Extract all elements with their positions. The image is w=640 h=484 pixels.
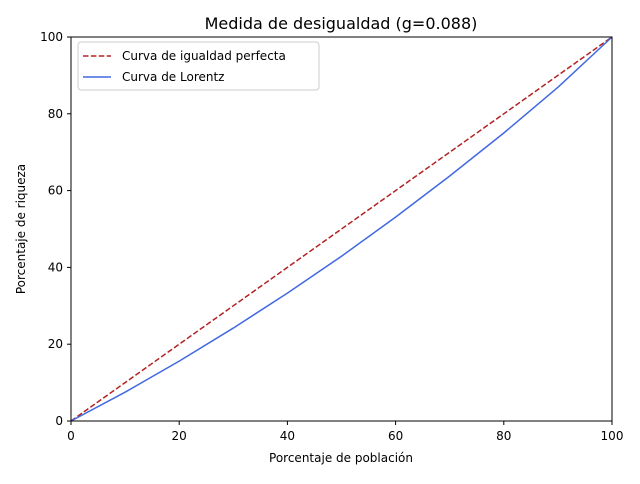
legend: Curva de igualdad perfecta Curva de Lore… xyxy=(77,41,320,91)
x-tick-label: 100 xyxy=(601,429,624,443)
x-tick-label: 80 xyxy=(496,429,511,443)
y-tick-label: 40 xyxy=(48,260,63,274)
legend-box xyxy=(77,41,320,91)
x-tick-label: 20 xyxy=(172,429,187,443)
y-axis-label: Porcentaje de riqueza xyxy=(14,164,28,294)
y-tick-label: 60 xyxy=(48,184,63,198)
series-line-lorentz xyxy=(70,36,613,422)
plot-area xyxy=(70,36,613,422)
series-layer xyxy=(70,36,613,422)
x-axis-label: Porcentaje de población xyxy=(269,451,413,465)
y-axis-ticks: 0 20 40 60 80 100 xyxy=(40,30,71,428)
x-axis-ticks: 0 20 40 60 80 100 xyxy=(67,421,623,443)
chart-title: Medida de desigualdad (g=0.088) xyxy=(205,14,478,33)
x-tick-label: 40 xyxy=(280,429,295,443)
x-tick-label: 60 xyxy=(388,429,403,443)
y-tick-label: 0 xyxy=(55,414,63,428)
y-tick-label: 80 xyxy=(48,107,63,121)
legend-label-lorentz: Curva de Lorentz xyxy=(122,70,224,84)
y-tick-label: 20 xyxy=(48,337,63,351)
y-tick-label: 100 xyxy=(40,30,63,44)
x-tick-label: 0 xyxy=(67,429,75,443)
legend-label-equality: Curva de igualdad perfecta xyxy=(122,49,286,63)
plot-frame xyxy=(70,36,613,422)
